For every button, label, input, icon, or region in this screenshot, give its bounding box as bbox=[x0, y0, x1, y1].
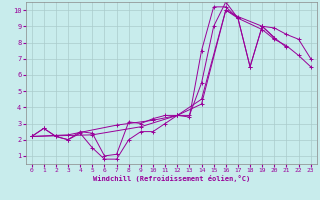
X-axis label: Windchill (Refroidissement éolien,°C): Windchill (Refroidissement éolien,°C) bbox=[92, 175, 250, 182]
